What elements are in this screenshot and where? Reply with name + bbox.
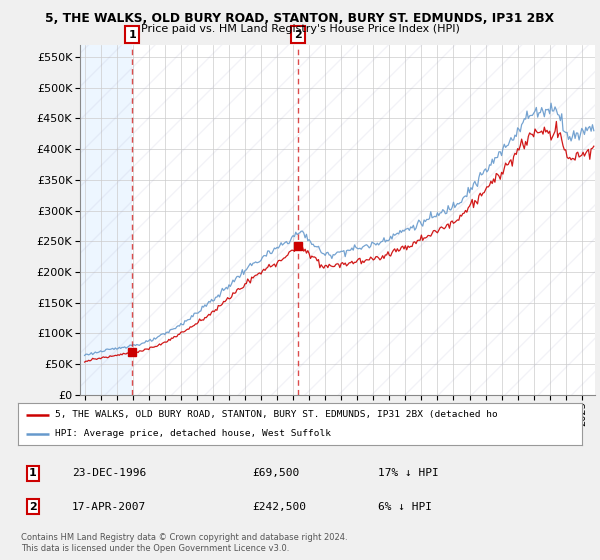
Text: Price paid vs. HM Land Registry's House Price Index (HPI): Price paid vs. HM Land Registry's House … [140, 24, 460, 34]
Text: £242,500: £242,500 [252, 502, 306, 512]
Text: 2: 2 [294, 30, 302, 40]
Text: 5, THE WALKS, OLD BURY ROAD, STANTON, BURY ST. EDMUNDS, IP31 2BX (detached ho: 5, THE WALKS, OLD BURY ROAD, STANTON, BU… [55, 410, 497, 419]
Text: 1: 1 [29, 468, 37, 478]
Text: HPI: Average price, detached house, West Suffolk: HPI: Average price, detached house, West… [55, 430, 331, 438]
Text: 1: 1 [128, 30, 136, 40]
Text: 5, THE WALKS, OLD BURY ROAD, STANTON, BURY ST. EDMUNDS, IP31 2BX: 5, THE WALKS, OLD BURY ROAD, STANTON, BU… [46, 12, 554, 25]
Text: 17-APR-2007: 17-APR-2007 [72, 502, 146, 512]
Bar [80, 45, 132, 395]
Text: Contains HM Land Registry data © Crown copyright and database right 2024.
This d: Contains HM Land Registry data © Crown c… [21, 533, 347, 553]
Text: 2: 2 [29, 502, 37, 512]
Text: 6% ↓ HPI: 6% ↓ HPI [378, 502, 432, 512]
Text: 23-DEC-1996: 23-DEC-1996 [72, 468, 146, 478]
Text: £69,500: £69,500 [252, 468, 299, 478]
Text: 17% ↓ HPI: 17% ↓ HPI [378, 468, 439, 478]
